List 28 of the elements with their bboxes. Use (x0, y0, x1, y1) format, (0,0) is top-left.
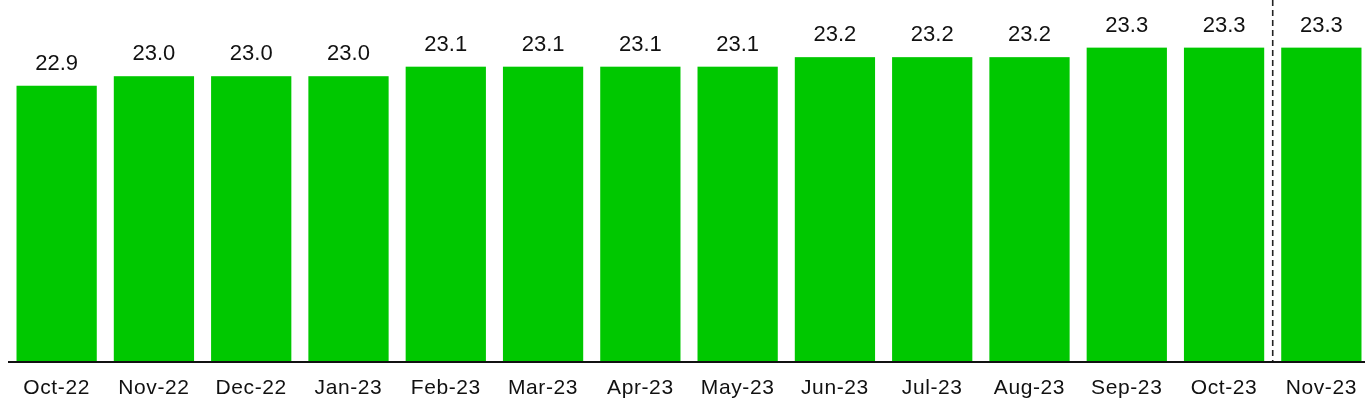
data-label: 22.9 (35, 49, 79, 75)
data-label: 23.0 (327, 40, 370, 66)
data-label: 23.3 (1202, 11, 1246, 37)
x-tick-label: Oct-22 (23, 375, 90, 398)
data-label: 23.0 (132, 40, 176, 66)
data-label: 23.1 (716, 30, 760, 56)
data-label: 23.3 (1299, 11, 1343, 37)
data-label: 23.1 (521, 30, 565, 56)
data-label: 23.2 (813, 21, 857, 47)
x-tick-label: Nov-23 (1285, 375, 1358, 398)
x-tick-label: Oct-23 (1190, 375, 1258, 398)
x-tick-label: Dec-22 (215, 375, 287, 398)
x-tick-label: May-23 (700, 375, 775, 398)
data-label: 23.0 (229, 40, 273, 66)
x-tick-label: Mar-23 (508, 375, 579, 398)
data-label: 23.2 (910, 21, 954, 47)
x-tick-label: Nov-22 (118, 375, 190, 398)
data-label: 23.1 (424, 30, 468, 56)
data-label: 23.2 (1008, 21, 1051, 47)
x-tick-label: Jun-23 (801, 375, 869, 398)
x-tick-label: Aug-23 (993, 375, 1066, 398)
x-tick-label: Jan-23 (314, 375, 383, 398)
x-tick-label: Jul-23 (901, 375, 963, 398)
x-tick-label: Feb-23 (410, 375, 481, 398)
x-tick-label: Sep-23 (1091, 375, 1163, 398)
data-label: 23.3 (1105, 11, 1149, 37)
x-tick-label: Apr-23 (607, 375, 674, 398)
data-label: 23.1 (618, 30, 662, 56)
